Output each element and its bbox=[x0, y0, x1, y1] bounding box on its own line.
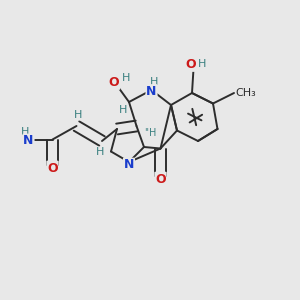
Text: N: N bbox=[146, 85, 157, 98]
Text: H: H bbox=[21, 127, 30, 137]
Text: N: N bbox=[23, 134, 34, 148]
Text: H: H bbox=[122, 73, 130, 83]
Text: H: H bbox=[150, 77, 159, 87]
Text: H: H bbox=[74, 110, 82, 120]
Text: N: N bbox=[124, 158, 134, 172]
Text: H: H bbox=[119, 105, 127, 116]
Text: O: O bbox=[47, 161, 58, 175]
Text: O: O bbox=[109, 76, 119, 89]
Text: CH₃: CH₃ bbox=[236, 88, 256, 98]
Text: H: H bbox=[198, 58, 207, 69]
Text: H: H bbox=[96, 147, 105, 158]
Text: O: O bbox=[185, 58, 196, 71]
Text: ''H: ''H bbox=[144, 128, 156, 138]
Text: O: O bbox=[155, 172, 166, 186]
